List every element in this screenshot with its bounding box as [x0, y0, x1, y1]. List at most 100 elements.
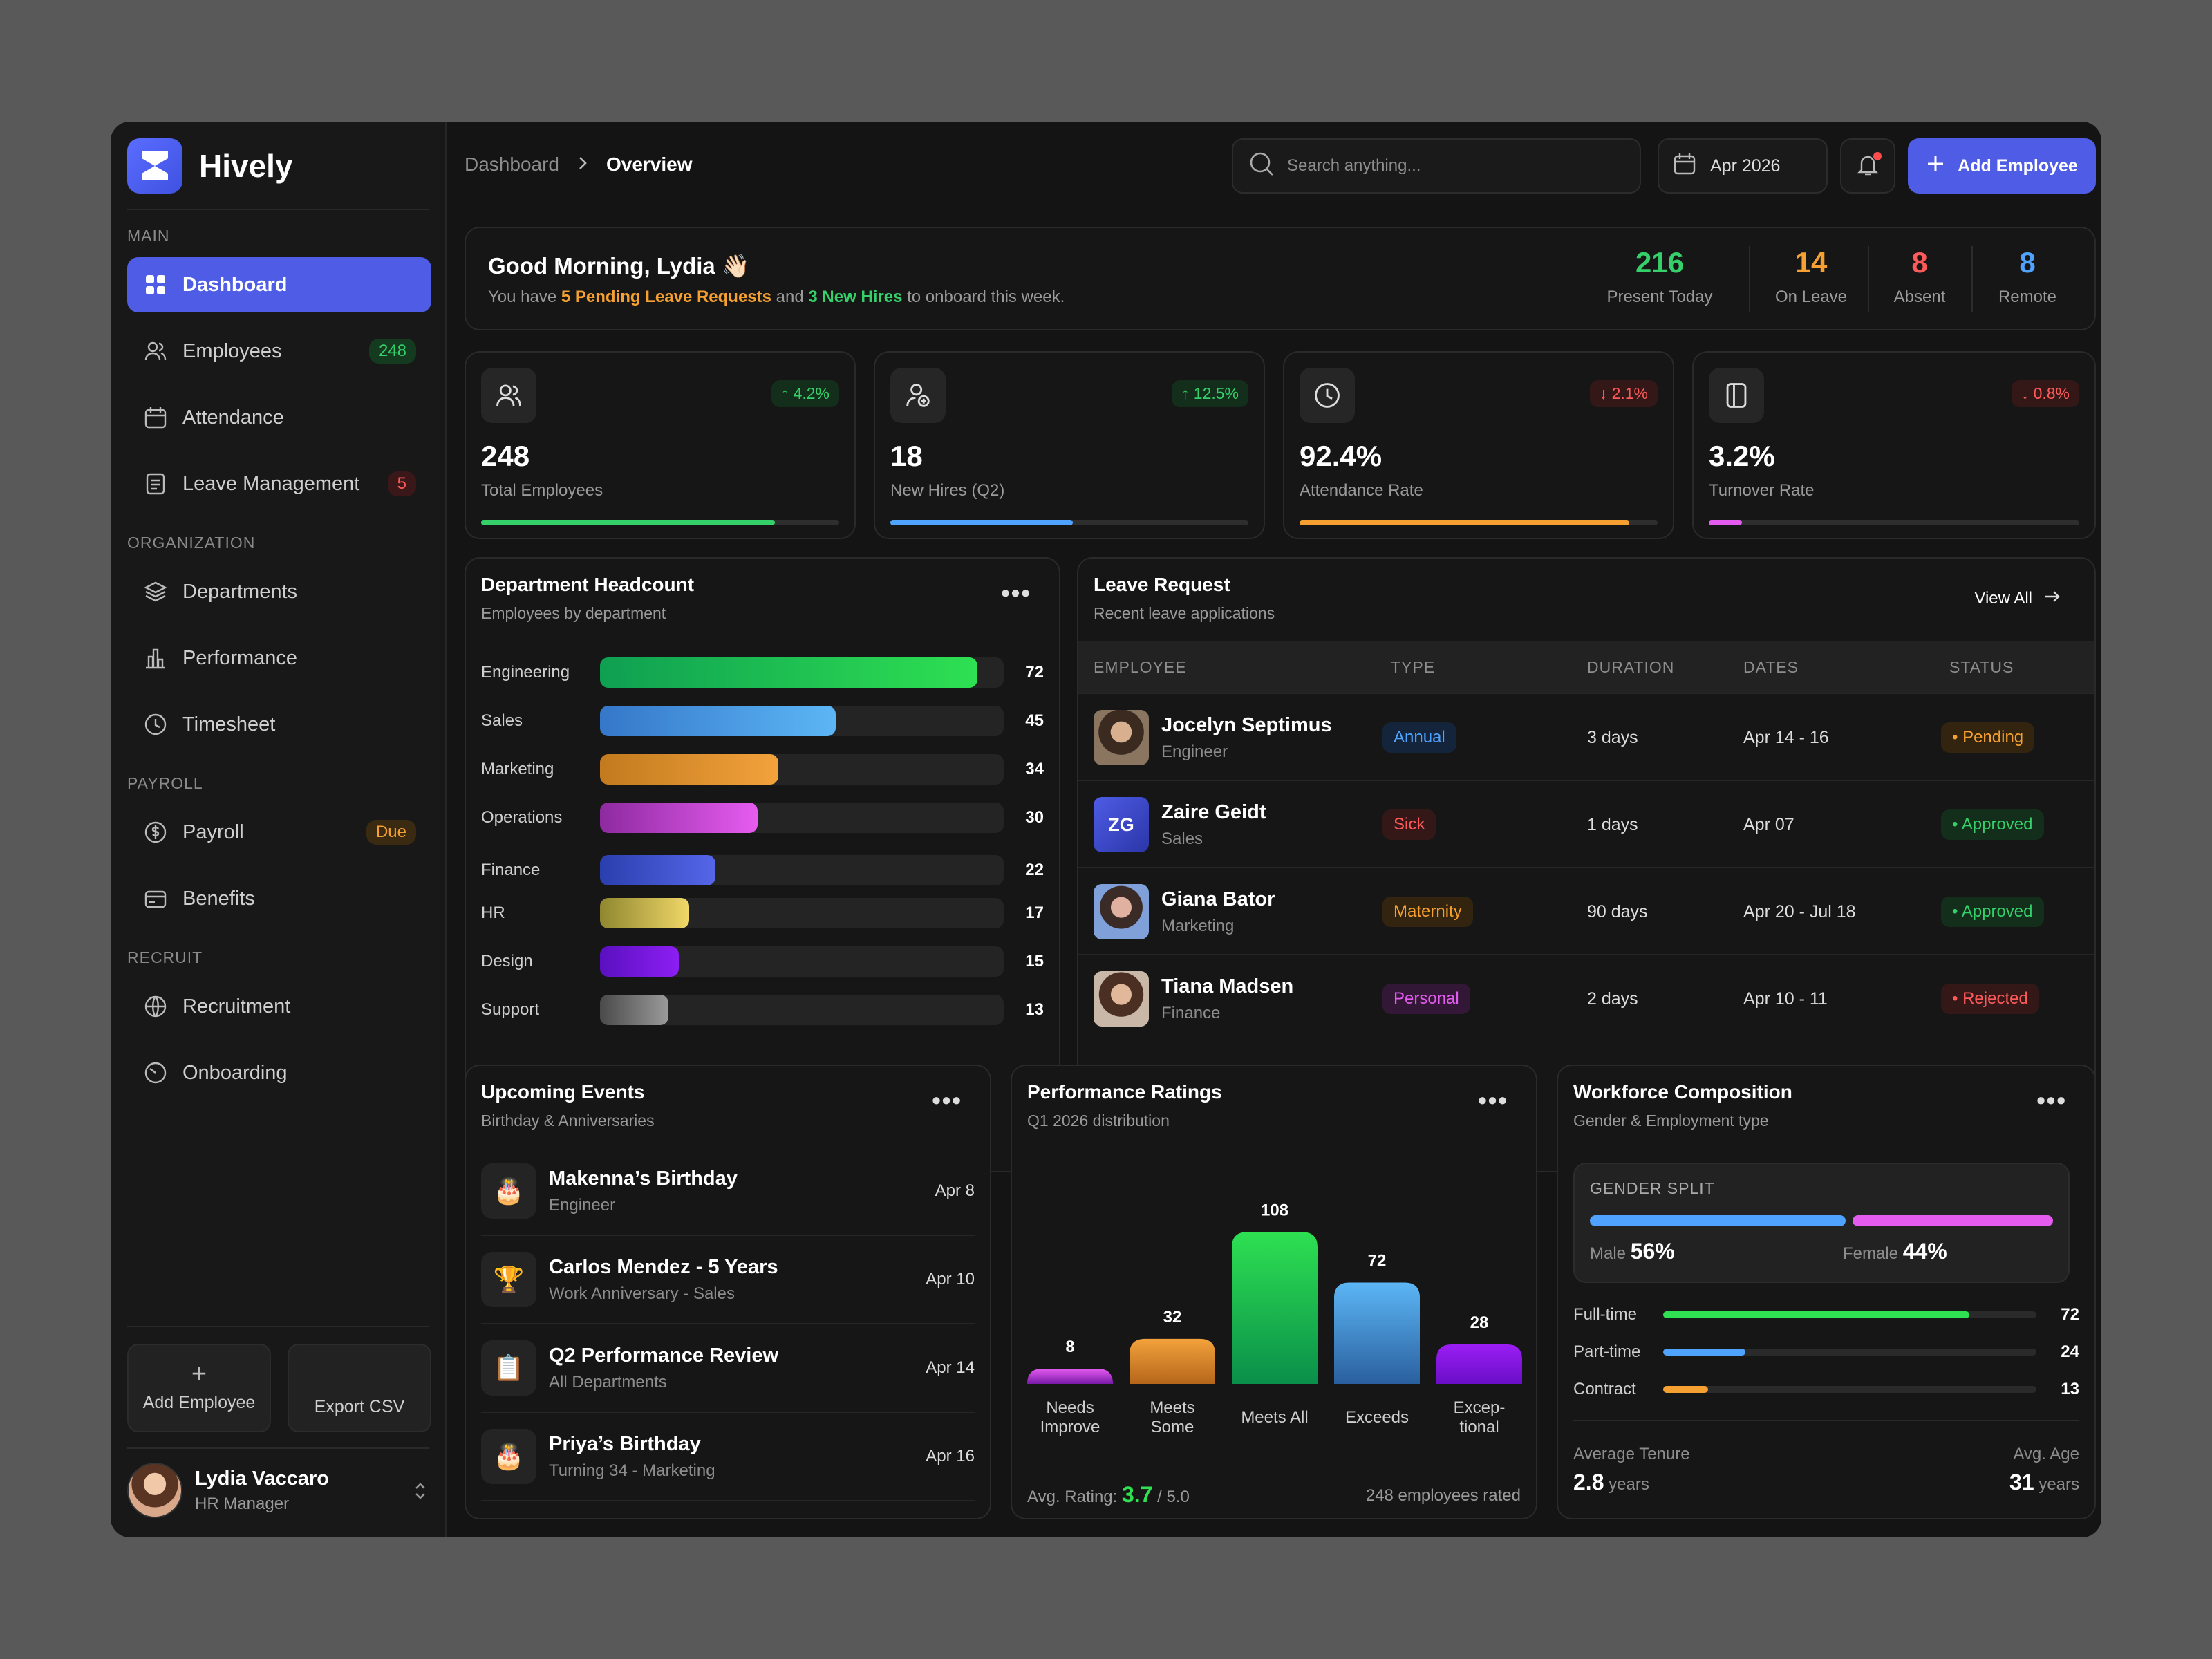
more-menu-icon[interactable]: ••• — [1001, 579, 1031, 607]
plus-icon: + — [191, 1359, 207, 1389]
bar-needs-improve — [1027, 1369, 1113, 1384]
view-all-link[interactable]: View All — [1974, 589, 2061, 608]
type-track — [1663, 1349, 2036, 1356]
kpi-label: New Hires (Q2) — [890, 481, 1005, 500]
tenure-value: 2.8 years — [1573, 1470, 1649, 1494]
event-subtitle: Turning 34 - Marketing — [549, 1461, 715, 1480]
status-badge: • Rejected — [1941, 984, 2039, 1014]
event-date: Apr 10 — [926, 1270, 975, 1288]
greeting-subtitle: You have 5 Pending Leave Requests and 3 … — [488, 288, 1065, 306]
divider — [127, 1447, 429, 1449]
bar-value-label: 13 — [1025, 1000, 1044, 1019]
gender-split-panel: GENDER SPLIT Male 56% Female 44% — [1573, 1163, 2070, 1283]
bar-value-label: 28 — [1470, 1313, 1489, 1332]
status-badge: • Pending — [1941, 722, 2035, 753]
bar-label: Marketing — [481, 760, 554, 778]
leave-type-badge: Sick — [1382, 809, 1436, 840]
bar — [600, 754, 778, 785]
column-header: EMPLOYEE — [1094, 657, 1187, 676]
remote-stat: 8 Remote — [1983, 246, 2072, 307]
divider — [1573, 1420, 2079, 1421]
nav-recruitment[interactable]: Recruitment — [127, 979, 431, 1034]
brand[interactable]: Hively — [127, 138, 293, 194]
nav-departments[interactable]: Departments — [127, 564, 431, 619]
add-employee-button[interactable]: Add Employee — [1908, 138, 2096, 194]
event-item[interactable]: 📋 Q2 Performance Review All Departments Apr… — [481, 1324, 975, 1413]
more-menu-icon[interactable]: ••• — [2036, 1086, 2067, 1114]
card-title: Performance Ratings — [1027, 1081, 1222, 1103]
bar-meets-all — [1232, 1232, 1318, 1384]
type-track — [1663, 1386, 2036, 1393]
wallet-icon — [142, 885, 169, 912]
bar-row-sales: Sales 45 — [481, 704, 1044, 738]
type-label: Part-time — [1573, 1342, 1641, 1361]
nav-label: Attendance — [182, 406, 284, 429]
table-row[interactable]: Tiana Madsen Finance Personal 2 days Apr 10 … — [1078, 954, 2094, 1042]
female-segment — [1852, 1215, 2053, 1226]
search-input[interactable]: Search anything... — [1232, 138, 1641, 194]
chevron-right-icon — [577, 153, 588, 176]
absent-stat: 8 Absent — [1882, 246, 1958, 307]
bar-chart-icon — [142, 645, 169, 671]
breadcrumb-dashboard[interactable]: Dashboard — [465, 153, 559, 175]
kpi-turnover-rate: ↓ 0.8% 3.2% Turnover Rate — [1692, 351, 2096, 539]
nav-employees[interactable]: Employees 248 — [127, 324, 431, 379]
event-date: Apr 14 — [926, 1358, 975, 1377]
pending-leave-link[interactable]: 5 Pending Leave Requests — [561, 288, 771, 306]
male-segment — [1590, 1215, 1846, 1226]
event-title: Makenna’s Birthday — [549, 1167, 738, 1190]
bar-value-label: 72 — [1368, 1252, 1387, 1271]
event-item[interactable]: 🏆 Carlos Mendez - 5 Years Work Anniversary… — [481, 1236, 975, 1324]
more-menu-icon[interactable]: ••• — [932, 1086, 962, 1114]
type-fill — [1663, 1386, 1708, 1393]
employee-name: Giana Bator — [1161, 888, 1275, 910]
nav-onboarding[interactable]: Onboarding — [127, 1045, 431, 1100]
nav-payroll[interactable]: Payroll Due — [127, 805, 431, 860]
employee-cell: Tiana Madsen Finance — [1161, 975, 1293, 1023]
table-row[interactable]: Giana Bator Marketing Maternity 90 days Apr … — [1078, 867, 2094, 955]
nav-timesheet[interactable]: Timesheet — [127, 697, 431, 752]
category-label: Improve — [1040, 1418, 1100, 1436]
bar-value-label: 15 — [1025, 952, 1044, 971]
bar-row-marketing: Marketing 34 — [481, 752, 1044, 787]
nav-leave-management[interactable]: Leave Management 5 — [127, 456, 431, 512]
bar-track — [600, 803, 1004, 833]
table-row[interactable]: ZG Zaire Geidt Sales Sick 1 days Apr 07 • Appr… — [1078, 780, 2094, 868]
bar-track — [600, 898, 1004, 928]
nav-attendance[interactable]: Attendance — [127, 390, 431, 445]
bar-value-label: 108 — [1261, 1201, 1288, 1219]
age-value: 31 years — [2009, 1470, 2079, 1494]
card-title: Leave Request — [1094, 574, 1230, 595]
nav-label: Leave Management — [182, 472, 360, 495]
calendar-icon — [142, 404, 169, 431]
employee-name: Jocelyn Septimus — [1161, 713, 1332, 736]
chevron-updown-icon[interactable] — [412, 1481, 429, 1505]
employee-role: Marketing — [1161, 916, 1235, 935]
new-hires-link[interactable]: 3 New Hires — [808, 288, 903, 306]
employment-type-row: Contract 13 — [1573, 1376, 2079, 1403]
event-subtitle: All Departments — [549, 1372, 667, 1391]
bar-label: Finance — [481, 861, 541, 879]
date-picker[interactable]: Apr 2026 — [1658, 138, 1828, 194]
bar-label: Sales — [481, 711, 523, 730]
event-item[interactable]: 🎂 Priya’s Birthday Turning 34 - Marketing A… — [481, 1413, 975, 1501]
bar — [600, 803, 758, 833]
quick-add-employee-button[interactable]: + Add Employee — [127, 1344, 271, 1432]
nav-benefits[interactable]: Benefits — [127, 871, 431, 926]
event-item[interactable]: 🎂 Makenna’s Birthday Engineer Apr 8 — [481, 1147, 975, 1236]
nav-dashboard[interactable]: Dashboard — [127, 257, 431, 312]
breadcrumb-overview: Overview — [606, 153, 693, 175]
progress-bar — [1300, 520, 1658, 525]
export-csv-button[interactable]: Export CSV — [288, 1344, 431, 1432]
nav-performance[interactable]: Performance — [127, 630, 431, 686]
bar — [600, 995, 668, 1025]
nav-label: Recruitment — [182, 995, 291, 1018]
count-badge: 5 — [387, 471, 416, 496]
avg-rating-value: 3.7 — [1121, 1482, 1153, 1507]
notifications-button[interactable] — [1840, 138, 1895, 194]
users-icon — [142, 338, 169, 364]
type-label: Full-time — [1573, 1305, 1638, 1324]
user-profile[interactable]: Lydia Vaccaro HR Manager — [127, 1463, 329, 1518]
table-row[interactable]: Jocelyn Septimus Engineer Annual 3 days Apr … — [1078, 693, 2094, 781]
bar-value-label: 17 — [1025, 903, 1044, 922]
